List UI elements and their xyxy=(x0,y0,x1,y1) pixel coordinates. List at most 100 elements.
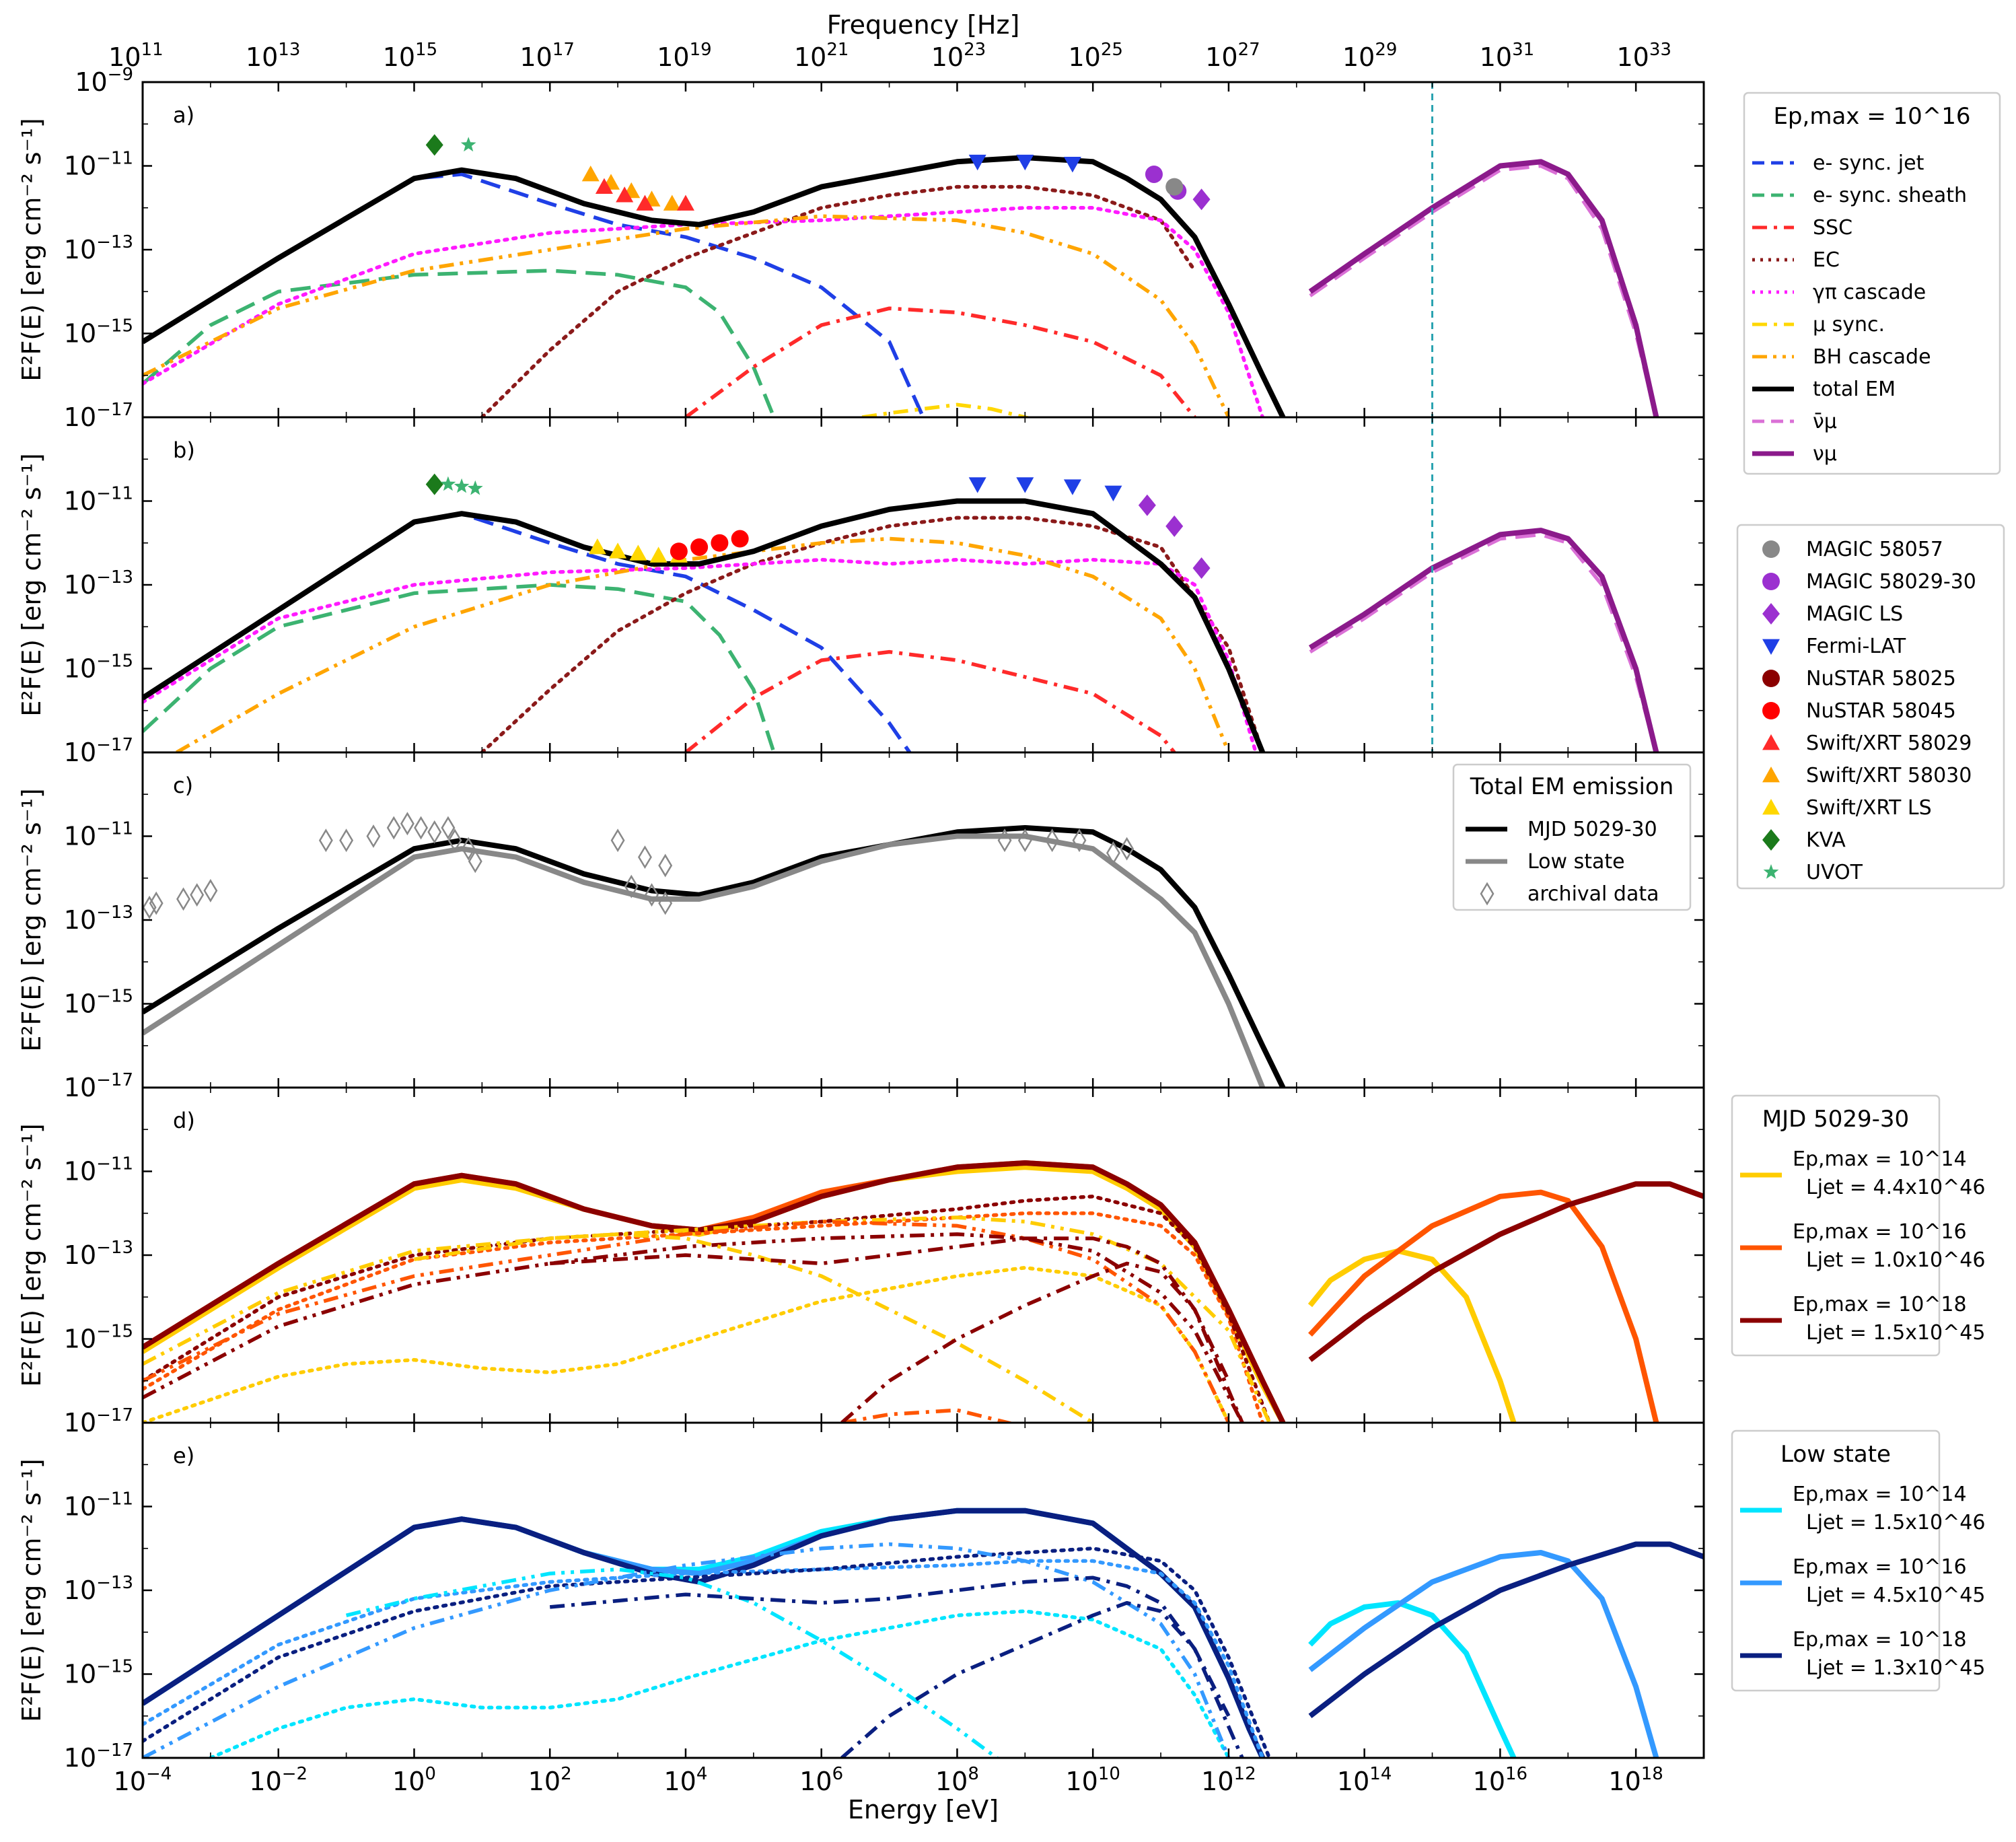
tick-label: 10−17 xyxy=(64,1405,133,1438)
panel-e: 10−11 10−13 10−15 10−17 e) E²F(E) [erg cm⁻² s… xyxy=(17,1421,1705,1773)
legend-data-points: MAGIC 58057 MAGIC 58029-30 MAGIC LS Fermi-L… xyxy=(1736,524,2005,890)
series-line xyxy=(143,1160,1286,1423)
top-axis-label: Frequency [Hz] xyxy=(827,10,1020,40)
panel-b-series xyxy=(143,473,1659,752)
legend-label: BH cascade xyxy=(1813,345,1931,369)
legend-ljet-label: Ljet = 1.0x10^46 xyxy=(1806,1248,1985,1272)
data-point xyxy=(400,812,415,836)
legend-title: MJD 5029-30 xyxy=(1762,1106,1909,1133)
tick-label: 1017 xyxy=(519,40,574,72)
tick-label: 10−9 xyxy=(75,65,133,97)
legend-ljet-label: Ljet = 1.5x10^46 xyxy=(1806,1511,1985,1534)
data-point xyxy=(658,853,673,878)
series-line xyxy=(480,516,1265,752)
tick-label: 1027 xyxy=(1205,40,1260,72)
legend-total-em: Total EM emission MJD 5029-30 Low state arc… xyxy=(1452,763,1692,911)
tick-label: 1016 xyxy=(1473,1764,1527,1796)
tick-label: 1018 xyxy=(1608,1764,1663,1796)
tick-label: 10−15 xyxy=(64,316,133,349)
data-point xyxy=(1104,485,1122,502)
series-line xyxy=(414,1232,1094,1423)
y-axis-label: E²F(E) [erg cm⁻² s⁻¹] xyxy=(17,453,46,716)
tick-label: 1025 xyxy=(1068,40,1122,72)
panel-a: 10−9 10−11 10−13 10−15 10−17 a) E²F(E) [erg cm… xyxy=(17,65,1705,432)
data-point xyxy=(441,816,456,840)
data-point xyxy=(425,134,443,156)
legend-d: MJD 5029-30 Ep,max = 10^14 Ljet = 4.4x10^4… xyxy=(1731,1094,1985,1357)
tick-label: 1023 xyxy=(931,40,986,72)
tick-label: 1011 xyxy=(108,40,163,72)
legend-label: Swift/XRT 58029 xyxy=(1806,732,1972,755)
legend-label: MAGIC LS xyxy=(1806,602,1903,626)
series-line xyxy=(1308,1181,1704,1362)
tick-label: 1029 xyxy=(1342,40,1397,72)
data-point xyxy=(467,480,483,495)
data-point xyxy=(1165,178,1184,196)
data-point xyxy=(143,895,157,919)
legend-ep-label: Ep,max = 10^14 xyxy=(1793,1483,1967,1506)
panel-d-series xyxy=(143,1160,1704,1423)
legend-label: archival data xyxy=(1527,882,1659,906)
tick-label: 1010 xyxy=(1065,1764,1120,1796)
data-point xyxy=(1120,837,1135,861)
tick-label: 10−17 xyxy=(64,1070,133,1102)
data-point xyxy=(711,534,729,552)
series-line xyxy=(345,1567,1000,1758)
series-line xyxy=(176,536,1231,752)
panel-label: e) xyxy=(173,1443,194,1468)
series-line xyxy=(143,825,1286,1088)
data-point xyxy=(460,137,476,152)
tick-label: 10−4 xyxy=(114,1764,172,1796)
data-point xyxy=(690,538,709,556)
tick-label: 10−11 xyxy=(64,484,133,516)
tick-label: 106 xyxy=(799,1764,843,1796)
data-point xyxy=(414,816,429,840)
series-line xyxy=(143,1219,1231,1423)
legend-label: Fermi-LAT xyxy=(1806,635,1906,658)
data-point xyxy=(624,874,639,898)
x-axis-label: Energy [eV] xyxy=(848,1795,999,1825)
legend-marker xyxy=(1480,882,1495,906)
y-axis-label: E²F(E) [erg cm⁻² s⁻¹] xyxy=(17,1458,46,1722)
panel-label: b) xyxy=(173,437,195,463)
tick-label: 104 xyxy=(664,1764,708,1796)
series-line xyxy=(1308,1550,1659,1758)
legend-model-components: Ep,max = 10^16 e- sync. jet e- sync. sheat… xyxy=(1743,92,2001,475)
data-point xyxy=(454,478,470,493)
data-point xyxy=(440,476,456,491)
tick-label: 10−17 xyxy=(64,400,133,432)
data-point xyxy=(637,845,652,870)
series-line xyxy=(841,1408,1016,1423)
data-point xyxy=(658,891,673,915)
legend-label: ν̄μ xyxy=(1813,410,1837,433)
tick-label: 10−15 xyxy=(64,1657,133,1689)
legend-ljet-label: Ljet = 1.5x10^45 xyxy=(1806,1321,1985,1345)
legend-label: e- sync. jet xyxy=(1813,151,1924,175)
series-line xyxy=(1307,1248,1517,1423)
series-line xyxy=(1309,164,1659,417)
panel-e-series xyxy=(143,1508,1704,1758)
data-point xyxy=(461,837,476,861)
panel-label: c) xyxy=(173,773,193,798)
legend-marker xyxy=(1762,603,1780,625)
series-line xyxy=(143,172,925,417)
series-line xyxy=(143,206,1265,417)
data-point xyxy=(1016,477,1034,493)
panel-b: 10−11 10−13 10−15 10−17 b) E²F(E) [erg cm⁻² s… xyxy=(17,416,1705,767)
data-point xyxy=(190,883,205,907)
series-line xyxy=(143,1215,1271,1423)
series-line xyxy=(1309,532,1659,752)
data-point xyxy=(997,828,1012,853)
legend-label: Swift/XRT 58030 xyxy=(1806,764,1972,787)
data-point xyxy=(968,477,986,493)
legend-label: EC xyxy=(1813,248,1840,272)
series-line xyxy=(143,214,1231,417)
series-line xyxy=(1308,1189,1659,1423)
data-point xyxy=(1138,494,1156,516)
legend-title: Total EM emission xyxy=(1470,773,1674,800)
panel-a-series xyxy=(143,134,1659,417)
series-line xyxy=(143,498,1266,752)
legend-ep-label: Ep,max = 10^16 xyxy=(1793,1220,1967,1244)
data-point xyxy=(339,828,354,853)
